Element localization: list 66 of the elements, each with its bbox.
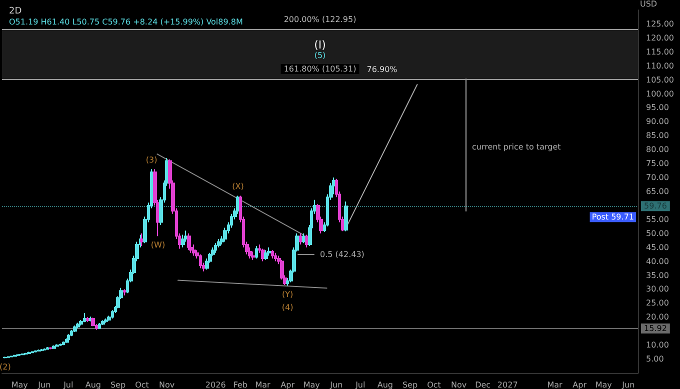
ref-line-label: 161.80% (105.31) xyxy=(284,64,356,74)
x-tick-label: Jun xyxy=(37,380,51,389)
x-tick-label: Mar xyxy=(547,380,564,389)
x-tick-label: Oct xyxy=(135,380,149,389)
x-tick-label: Apr xyxy=(280,380,296,389)
y-tick-label: 20.00 xyxy=(646,312,669,322)
y-tick-label: 95.00 xyxy=(646,103,669,112)
y-tick-label: 25.00 xyxy=(646,298,669,308)
x-tick-label: Oct xyxy=(427,380,441,389)
x-tick-label: Mar xyxy=(255,380,272,389)
x-tick-label: Sep xyxy=(402,380,418,389)
ref-line-label: 15.92 xyxy=(644,324,667,334)
annotation: (W) xyxy=(150,240,166,250)
x-tick-label: 2027 xyxy=(497,380,518,389)
y-tick-label: 115.00 xyxy=(646,47,674,56)
annotation: (Y) xyxy=(282,290,294,300)
x-tick-label: Feb xyxy=(233,380,248,389)
y-tick-label: 105.00 xyxy=(646,75,674,84)
y-tick-label: 75.00 xyxy=(646,159,669,168)
y-tick-label: 120.00 xyxy=(646,33,674,42)
y-tick-label: 10.00 xyxy=(646,340,669,350)
y-tick-label: 70.00 xyxy=(646,173,669,182)
y-tick-label: 40.00 xyxy=(646,256,669,266)
x-tick-label: Nov xyxy=(158,380,175,389)
x-tick-label: Jul xyxy=(62,380,74,389)
y-tick-label: 110.00 xyxy=(646,61,674,70)
annotation: (4) xyxy=(282,303,294,312)
y-tick-label: 125.00 xyxy=(646,19,674,28)
y-tick-label: 50.00 xyxy=(646,228,669,238)
x-tick-label: Apr xyxy=(572,380,588,389)
y-tick-label: 45.00 xyxy=(646,242,669,252)
x-tick-label: Aug xyxy=(85,380,102,389)
x-tick-label: Dec xyxy=(475,380,491,389)
x-tick-label: Sep xyxy=(110,380,126,389)
band-label: (I) xyxy=(314,38,326,52)
annotation: current price to target xyxy=(472,142,561,152)
y-tick-label: 35.00 xyxy=(646,270,669,280)
x-tick-label: Jun xyxy=(621,380,635,389)
y-tick-label: 55.00 xyxy=(646,214,669,224)
x-tick-label: Jul xyxy=(354,380,366,389)
ref-line-label: 59.76 xyxy=(644,202,667,211)
y-tick-label: 80.00 xyxy=(646,145,669,154)
chart-title: 2D xyxy=(9,6,22,16)
annotation: (3) xyxy=(146,156,158,165)
y-tick-label: 30.00 xyxy=(646,284,669,294)
x-tick-label: Jun xyxy=(329,380,343,389)
annotation: 76.90% xyxy=(366,65,398,74)
y-tick-label: 65.00 xyxy=(646,187,669,196)
annotation: (2) xyxy=(0,362,11,372)
x-tick-label: Nov xyxy=(450,380,467,389)
x-tick-label: May xyxy=(303,380,320,389)
annotation: (5) xyxy=(314,51,326,60)
x-tick-label: 2026 xyxy=(205,380,226,389)
annotation: 0.5 (42.43) xyxy=(320,250,364,260)
ref-line-label: 200.00% (122.95) xyxy=(284,15,356,24)
annotation: Post 59.71 xyxy=(592,212,634,222)
y-tick-label: 85.00 xyxy=(646,131,669,140)
x-tick-label: Aug xyxy=(377,380,394,389)
text: O51.19 H61.40 L50.75 C59.76 +8.24 (+15.99%) Vol89.8M xyxy=(9,18,243,26)
y-tick-label: 90.00 xyxy=(646,117,669,126)
y-axis-title: USD xyxy=(640,0,658,8)
y-tick-label: 100.00 xyxy=(646,89,674,98)
annotation: (X) xyxy=(232,182,244,192)
x-tick-label: May xyxy=(595,380,612,389)
y-tick-label: 5.00 xyxy=(646,354,664,364)
x-tick-label: May xyxy=(11,380,28,389)
